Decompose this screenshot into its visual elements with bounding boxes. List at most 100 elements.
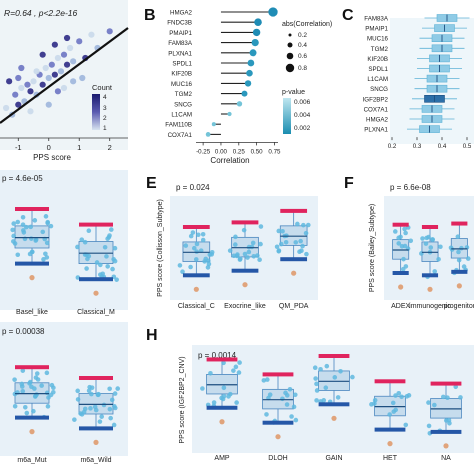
jitter-point — [115, 386, 121, 391]
lollipop-dot — [249, 49, 257, 57]
jitter-point — [82, 239, 88, 245]
panel-c-x-ticks: 0.2 0.3 0.4 0.5 — [388, 137, 472, 150]
scatter-point — [51, 41, 58, 48]
jitter-point — [446, 417, 452, 423]
size-legend-dot — [287, 42, 293, 48]
jitter-point — [86, 253, 92, 259]
panel-f-annotation: p = 6.6e-08 — [390, 183, 431, 192]
jitter-point — [393, 229, 398, 234]
lower-cap-bar — [392, 271, 409, 275]
jitter-point — [408, 238, 414, 244]
x-tick-label: -0.25 — [196, 148, 211, 155]
outlier-point — [275, 434, 281, 440]
jitter-point — [11, 221, 17, 226]
panel-a-x-label: PPS score — [33, 153, 71, 162]
category-label: immunogenic — [409, 303, 451, 310]
gene-label: MUC16 — [367, 36, 389, 43]
x-tick-label: 0.3 — [413, 143, 422, 150]
scatter-point — [6, 78, 13, 85]
jitter-point — [20, 222, 26, 227]
jitter-point — [264, 377, 270, 382]
jitter-point — [276, 248, 282, 253]
jitter-point — [313, 376, 318, 381]
upper-cap-bar — [231, 220, 259, 225]
outlier-point — [193, 286, 199, 292]
scatter-point — [63, 61, 71, 68]
x-tick-label: 2 — [108, 143, 112, 152]
x-tick-label: 0 — [47, 143, 51, 152]
scatter-point — [54, 54, 62, 62]
jitter-point — [284, 402, 290, 407]
jitter-point — [314, 398, 319, 403]
jitter-point — [237, 360, 242, 365]
upper-cap-bar — [182, 225, 210, 229]
scatter-point — [76, 38, 83, 45]
gene-label: FAM83A — [364, 16, 389, 23]
lollipop-dot — [246, 69, 253, 77]
jitter-point — [95, 392, 101, 398]
scatter-point — [30, 78, 37, 85]
jitter-point — [387, 412, 392, 417]
jitter-point — [428, 245, 434, 250]
jitter-point — [32, 218, 38, 223]
jitter-point — [312, 365, 318, 370]
jitter-point — [266, 395, 271, 401]
jitter-point — [432, 402, 437, 408]
jitter-point — [107, 386, 112, 392]
jitter-point — [194, 241, 200, 247]
color-legend-tick: 0.006 — [294, 99, 311, 106]
jitter-point — [261, 378, 267, 383]
jitter-point — [465, 256, 471, 261]
panel-b-color-legend: p-value 0.006 0.004 0.002 — [282, 89, 311, 134]
jitter-point — [249, 244, 255, 250]
panel-a-legend-title: Count — [92, 83, 113, 92]
jitter-point — [292, 392, 298, 398]
jitter-point — [257, 257, 262, 263]
lower-cap-bar — [15, 415, 49, 420]
scatter-point — [27, 88, 34, 95]
scatter-point — [2, 104, 10, 112]
lollipop-dot — [247, 59, 255, 67]
jitter-point — [20, 368, 26, 373]
jitter-point — [45, 404, 51, 409]
gene-label: L1CAM — [171, 112, 192, 119]
category-label: Exocrine_like — [224, 303, 266, 310]
jitter-point — [99, 414, 104, 419]
jitter-point — [255, 253, 260, 258]
upper-cap-bar — [318, 354, 350, 358]
jitter-point — [89, 385, 95, 390]
category-label: DLOH — [268, 455, 287, 462]
upper-cap-bar — [392, 222, 409, 227]
jitter-point — [32, 386, 37, 391]
jitter-point — [306, 222, 311, 228]
jitter-point — [41, 257, 46, 262]
jitter-point — [86, 388, 92, 394]
jitter-point — [391, 409, 397, 414]
jitter-point — [78, 411, 83, 416]
lower-cap-bar — [79, 426, 113, 431]
jitter-point — [97, 419, 103, 424]
jitter-point — [423, 241, 429, 246]
scatter-point — [79, 74, 86, 82]
lower-cap-bar — [430, 429, 462, 434]
jitter-point — [231, 368, 236, 373]
jitter-point — [207, 252, 213, 257]
panel-a-legend-tick: 1 — [103, 125, 107, 132]
jitter-point — [274, 244, 280, 250]
jitter-point — [406, 393, 412, 398]
x-tick-label: 0.75 — [268, 148, 281, 155]
jitter-point — [82, 406, 88, 412]
jitter-point — [180, 269, 185, 275]
jitter-point — [403, 422, 409, 428]
jitter-point — [94, 260, 100, 265]
jitter-point — [426, 423, 432, 429]
scatter-point — [60, 84, 68, 92]
jitter-point — [233, 364, 239, 370]
category-label: Classical_M — [77, 309, 115, 316]
lollipop-dot — [211, 122, 216, 127]
jitter-point — [98, 272, 103, 277]
jitter-point — [426, 234, 431, 240]
panel-a-points — [2, 28, 113, 118]
